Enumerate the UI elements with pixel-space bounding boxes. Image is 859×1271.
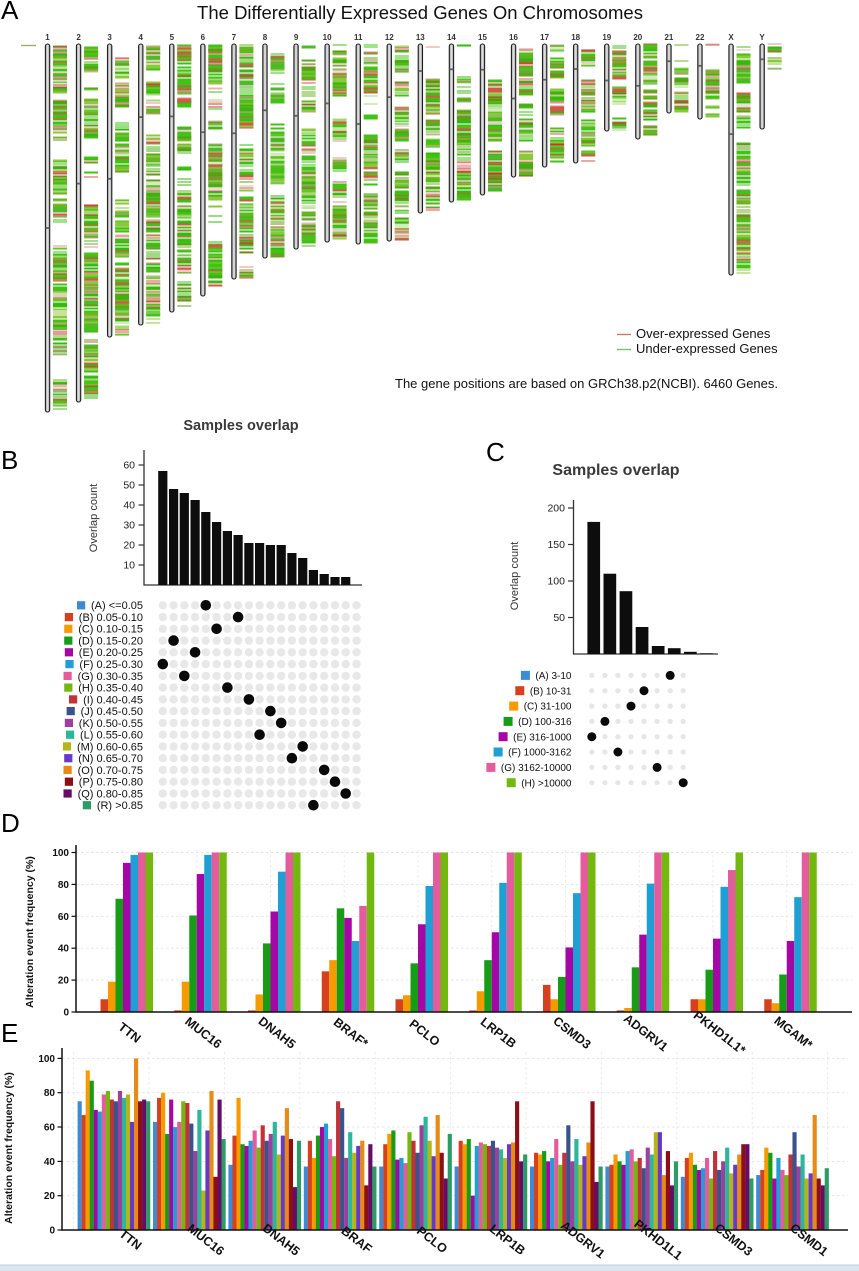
- svg-text:(P) 0.75-0.80: (P) 0.75-0.80: [79, 777, 143, 789]
- svg-text:Samples overlap: Samples overlap: [183, 418, 298, 434]
- svg-text:(F) 0.25-0.30: (F) 0.25-0.30: [79, 659, 143, 671]
- svg-text:Overlap count: Overlap count: [88, 484, 100, 552]
- svg-text:Overlap count: Overlap count: [509, 542, 521, 610]
- svg-text:E: E: [1, 1018, 18, 1048]
- svg-text:(E) 0.20-0.25: (E) 0.20-0.25: [79, 647, 143, 659]
- svg-text:100: 100: [52, 848, 69, 859]
- svg-text:4: 4: [138, 33, 143, 42]
- svg-text:(K) 0.50-0.55: (K) 0.50-0.55: [79, 718, 143, 730]
- svg-text:(L) 0.55-0.60: (L) 0.55-0.60: [80, 730, 143, 742]
- svg-text:40: 40: [44, 1157, 56, 1168]
- svg-text:50: 50: [123, 480, 135, 492]
- svg-text:Under-expressed Genes: Under-expressed Genes: [636, 341, 778, 356]
- svg-text:(D) 100-316: (D) 100-316: [518, 717, 572, 728]
- svg-text:6: 6: [201, 33, 206, 42]
- svg-text:22: 22: [696, 33, 705, 42]
- svg-text:(I) 0.40-0.45: (I) 0.40-0.45: [83, 694, 143, 706]
- svg-text:(M) 0.60-0.65: (M) 0.60-0.65: [77, 741, 143, 753]
- svg-text:13: 13: [416, 33, 425, 42]
- svg-text:(B) 10-31: (B) 10-31: [530, 686, 572, 697]
- svg-text:100: 100: [38, 1054, 55, 1065]
- svg-text:(O) 0.70-0.75: (O) 0.70-0.75: [78, 765, 143, 777]
- svg-text:20: 20: [44, 1191, 56, 1202]
- svg-text:10: 10: [123, 560, 135, 572]
- svg-text:D: D: [1, 808, 20, 838]
- svg-text:B: B: [1, 445, 18, 475]
- svg-text:(C) 31-100: (C) 31-100: [524, 702, 572, 713]
- svg-text:C: C: [486, 437, 505, 467]
- svg-text:(J) 0.45-0.50: (J) 0.45-0.50: [81, 706, 143, 718]
- svg-text:8: 8: [263, 33, 268, 42]
- svg-text:(A) 3-10: (A) 3-10: [535, 671, 572, 682]
- svg-text:(H) 0.35-0.40: (H) 0.35-0.40: [78, 683, 143, 695]
- svg-text:(E) 316-1000: (E) 316-1000: [513, 732, 572, 743]
- svg-text:60: 60: [58, 912, 70, 923]
- svg-text:40: 40: [123, 500, 135, 512]
- svg-text:Over-expressed Genes: Over-expressed Genes: [636, 326, 771, 341]
- svg-text:2: 2: [76, 33, 81, 42]
- svg-text:80: 80: [58, 880, 70, 891]
- svg-text:60: 60: [44, 1123, 56, 1134]
- svg-text:Alteration event frequency (%): Alteration event frequency (%): [24, 856, 36, 1008]
- svg-text:50: 50: [553, 612, 565, 624]
- svg-text:Alteration event frequency (%): Alteration event frequency (%): [3, 1072, 15, 1224]
- svg-text:Y: Y: [759, 33, 765, 42]
- svg-text:21: 21: [664, 33, 673, 42]
- svg-text:40: 40: [58, 944, 70, 955]
- svg-text:(G) 3162-10000: (G) 3162-10000: [501, 763, 572, 774]
- svg-text:A: A: [1, 0, 19, 25]
- svg-text:10: 10: [323, 33, 332, 42]
- svg-text:7: 7: [232, 33, 237, 42]
- svg-text:9: 9: [294, 33, 299, 42]
- svg-text:(A) <=0.05: (A) <=0.05: [91, 600, 143, 612]
- svg-text:0: 0: [49, 1226, 55, 1237]
- svg-text:30: 30: [123, 520, 135, 532]
- svg-text:The Differentially Expressed G: The Differentially Expressed Genes On Ch…: [197, 2, 643, 23]
- svg-text:X: X: [728, 33, 734, 42]
- svg-text:(H) >10000: (H) >10000: [521, 778, 572, 789]
- svg-text:3: 3: [107, 33, 112, 42]
- svg-text:5: 5: [170, 33, 175, 42]
- svg-text:12: 12: [385, 33, 394, 42]
- svg-text:18: 18: [571, 33, 580, 42]
- svg-text:(C) 0.10-0.15: (C) 0.10-0.15: [78, 624, 143, 636]
- svg-text:(R) >0.85: (R) >0.85: [97, 800, 143, 812]
- svg-text:(F) 1000-3162: (F) 1000-3162: [508, 748, 572, 759]
- svg-text:(D) 0.15-0.20: (D) 0.15-0.20: [78, 636, 143, 648]
- svg-text:11: 11: [354, 33, 363, 42]
- svg-text:20: 20: [58, 976, 70, 987]
- svg-text:15: 15: [478, 33, 487, 42]
- svg-text:0: 0: [63, 1008, 69, 1019]
- svg-text:(B) 0.05-0.10: (B) 0.05-0.10: [79, 612, 143, 624]
- svg-text:Samples overlap: Samples overlap: [552, 462, 679, 479]
- svg-text:20: 20: [633, 33, 642, 42]
- svg-text:1: 1: [45, 33, 50, 42]
- svg-text:60: 60: [123, 460, 135, 472]
- svg-text:20: 20: [123, 540, 135, 552]
- svg-text:(N) 0.65-0.70: (N) 0.65-0.70: [78, 753, 143, 765]
- svg-text:(Q) 0.80-0.85: (Q) 0.80-0.85: [78, 788, 143, 800]
- svg-text:16: 16: [509, 33, 518, 42]
- svg-text:19: 19: [602, 33, 611, 42]
- svg-text:(G) 0.30-0.35: (G) 0.30-0.35: [78, 671, 143, 683]
- svg-text:200: 200: [547, 503, 565, 515]
- svg-text:100: 100: [547, 576, 565, 588]
- svg-text:The gene positions are based o: The gene positions are based on GRCh38.p…: [395, 376, 778, 391]
- svg-text:14: 14: [447, 33, 456, 42]
- svg-text:150: 150: [547, 539, 565, 551]
- svg-text:80: 80: [44, 1088, 56, 1099]
- svg-text:17: 17: [540, 33, 549, 42]
